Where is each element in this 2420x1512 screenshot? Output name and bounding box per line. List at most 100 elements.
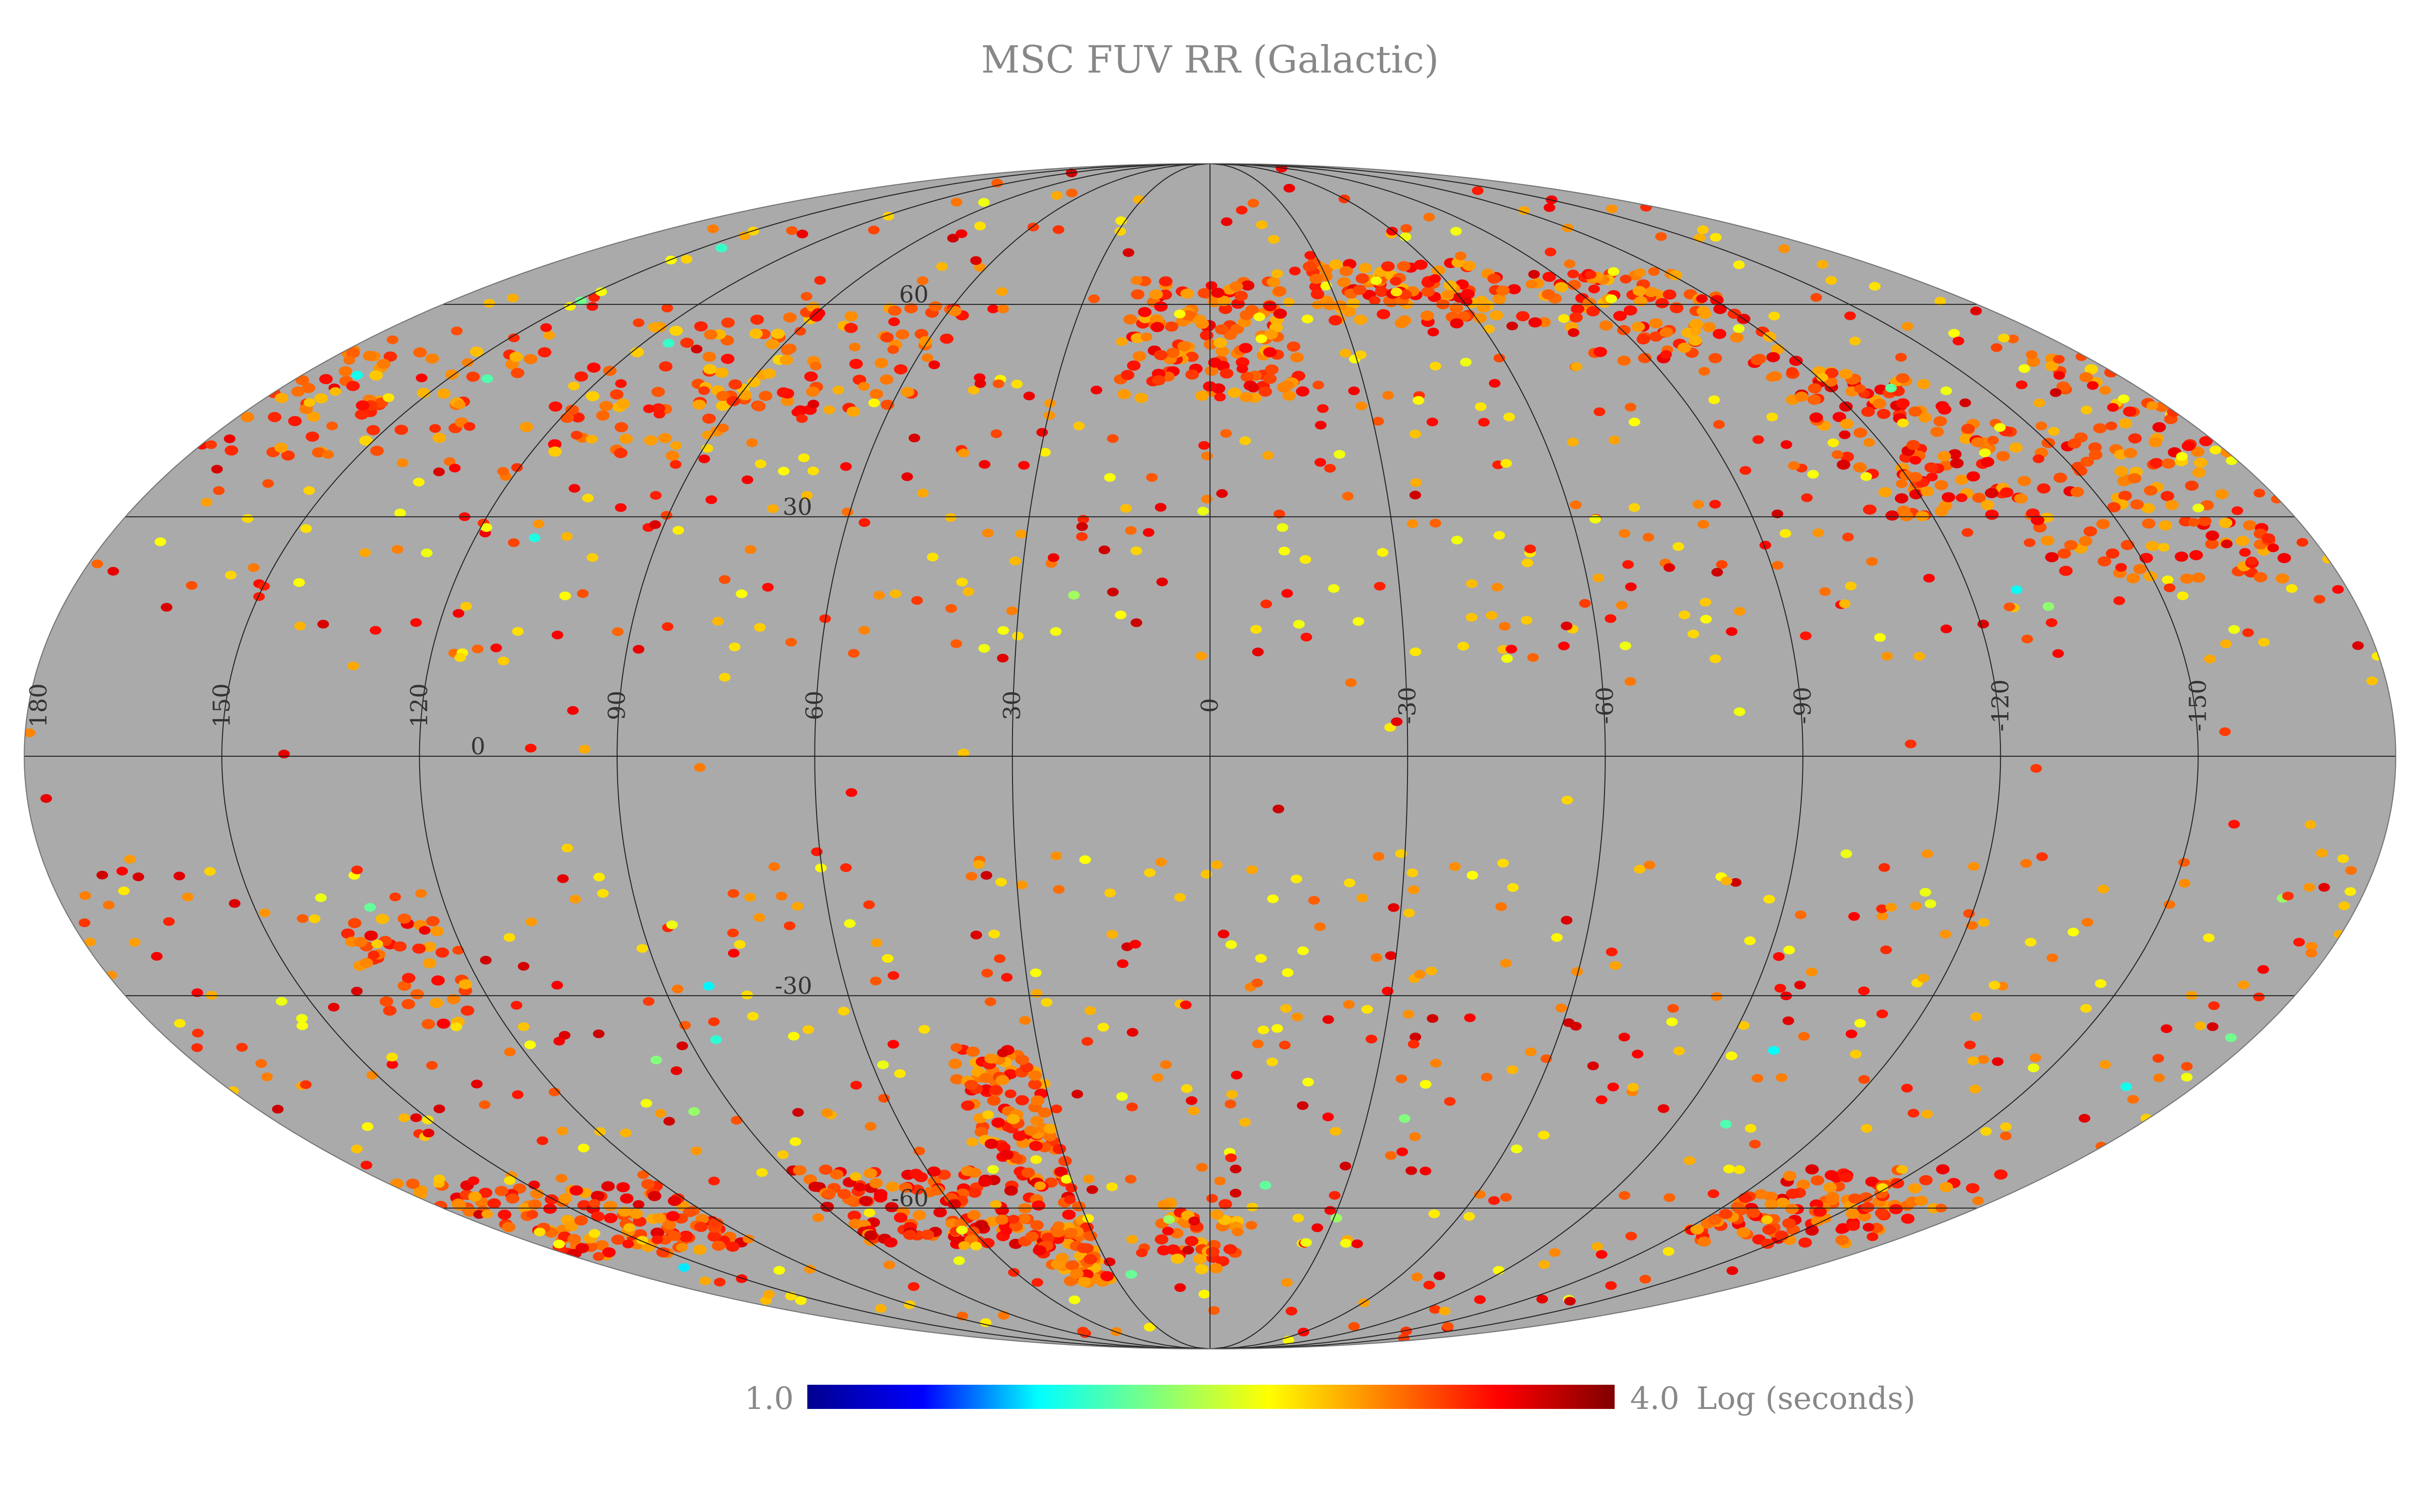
coverage-tile [2277, 553, 2291, 563]
coverage-tile [1696, 294, 1708, 303]
coverage-tile [2133, 564, 2147, 574]
coverage-tile [319, 374, 333, 384]
coverage-tile [322, 450, 334, 459]
coverage-tile [779, 355, 793, 365]
coverage-tile [481, 374, 493, 383]
coverage-tile [1196, 1163, 1208, 1172]
coverage-tile [1151, 1073, 1164, 1082]
coverage-tile [1582, 298, 1596, 308]
coverage-tile [2088, 442, 2102, 453]
coverage-tile [483, 299, 495, 308]
coverage-tile [574, 1215, 588, 1226]
coverage-tile [1980, 1127, 1992, 1136]
coverage-tile [2158, 543, 2170, 552]
coverage-tile [640, 1099, 652, 1108]
coverage-tile [1198, 441, 1210, 450]
coverage-tile [993, 379, 1004, 389]
coverage-tile [1229, 1189, 1241, 1198]
latitude-label: 30 [783, 494, 812, 521]
coverage-tile [2228, 625, 2240, 634]
coverage-tile [1788, 461, 1800, 470]
coverage-tile [869, 1178, 883, 1188]
coverage-tile [705, 495, 717, 504]
longitude-labels: 180 150 120 90 60 30 0 -30 -60 -90 -120 -150 [25, 679, 2212, 732]
coverage-tile [708, 1218, 722, 1228]
coverage-tile [1273, 509, 1286, 519]
coverage-tile [1571, 967, 1583, 976]
coverage-tile [463, 1206, 477, 1217]
coverage-tile [1193, 1254, 1207, 1264]
coverage-tile [945, 513, 957, 522]
coverage-tile [1070, 1269, 1084, 1279]
coverage-tile [1889, 1204, 1903, 1214]
coverage-tile [888, 971, 899, 980]
coverage-tile [1388, 903, 1400, 912]
coverage-tile [767, 504, 779, 513]
coverage-tile [1524, 544, 1536, 554]
coverage-tile [1518, 206, 1530, 215]
coverage-tile [2083, 526, 2097, 537]
coverage-tile [2215, 489, 2229, 499]
coverage-tile [2011, 585, 2023, 594]
coverage-tile [2097, 884, 2109, 894]
coverage-tile [2189, 550, 2203, 560]
coverage-tile [1329, 259, 1343, 269]
coverage-tile [1623, 305, 1637, 316]
coverage-tile [1281, 1278, 1293, 1287]
coverage-tile [746, 438, 758, 448]
coverage-tile [300, 1080, 312, 1089]
coverage-tile [683, 1207, 696, 1217]
coverage-tile [1966, 471, 1981, 482]
coverage-tile [1159, 276, 1173, 286]
coverage-tile [690, 1146, 702, 1155]
coverage-tile [1487, 273, 1501, 284]
coverage-tile [241, 412, 255, 422]
coverage-tile [2045, 552, 2059, 563]
coverage-tile [1126, 1102, 1138, 1111]
coverage-tile [268, 412, 282, 422]
coverage-tile [721, 354, 735, 364]
coverage-tile [1800, 631, 1812, 641]
coverage-tile [1043, 1131, 1057, 1141]
coverage-tile [623, 1223, 635, 1232]
coverage-tile [1495, 902, 1507, 911]
coverage-tile [1077, 1277, 1091, 1287]
coverage-tile [726, 1242, 740, 1252]
coverage-tile [729, 643, 741, 652]
coverage-tile [1044, 411, 1056, 420]
coverage-tile [873, 591, 885, 600]
coverage-tile [274, 393, 288, 404]
coverage-tile [1278, 547, 1290, 555]
coverage-tile [393, 941, 407, 952]
coverage-tile [840, 462, 852, 471]
coverage-tile [351, 371, 363, 380]
coverage-tile [275, 997, 287, 1006]
coverage-tile [1268, 235, 1280, 244]
coverage-tile [950, 639, 962, 648]
coverage-tile [414, 1185, 427, 1196]
coverage-tile [1638, 353, 1652, 363]
coverage-tile [1133, 195, 1145, 204]
coverage-tile [832, 386, 844, 395]
coverage-tile [1208, 357, 1222, 368]
coverage-tile [1785, 1204, 1799, 1214]
coverage-tile [1195, 390, 1209, 401]
coverage-tile [1708, 1214, 1722, 1225]
coverage-tile [1217, 296, 1231, 306]
coverage-tile [1807, 394, 1821, 405]
coverage-tile [1312, 380, 1324, 389]
coverage-tile [386, 1060, 398, 1069]
coverage-tile [1461, 289, 1475, 299]
coverage-tile [2304, 820, 2316, 829]
coverage-tile [590, 1191, 605, 1201]
coverage-tile [1127, 360, 1141, 371]
coverage-tile [1809, 412, 1823, 423]
coverage-tile [1521, 616, 1533, 625]
coverage-tile [1521, 558, 1533, 568]
coverage-tile [766, 339, 780, 349]
coverage-tile [2082, 918, 2094, 927]
coverage-tile [990, 1200, 1002, 1209]
coverage-tile [2087, 381, 2099, 390]
coverage-tile [2053, 355, 2065, 364]
coverage-tile [1985, 509, 1999, 520]
